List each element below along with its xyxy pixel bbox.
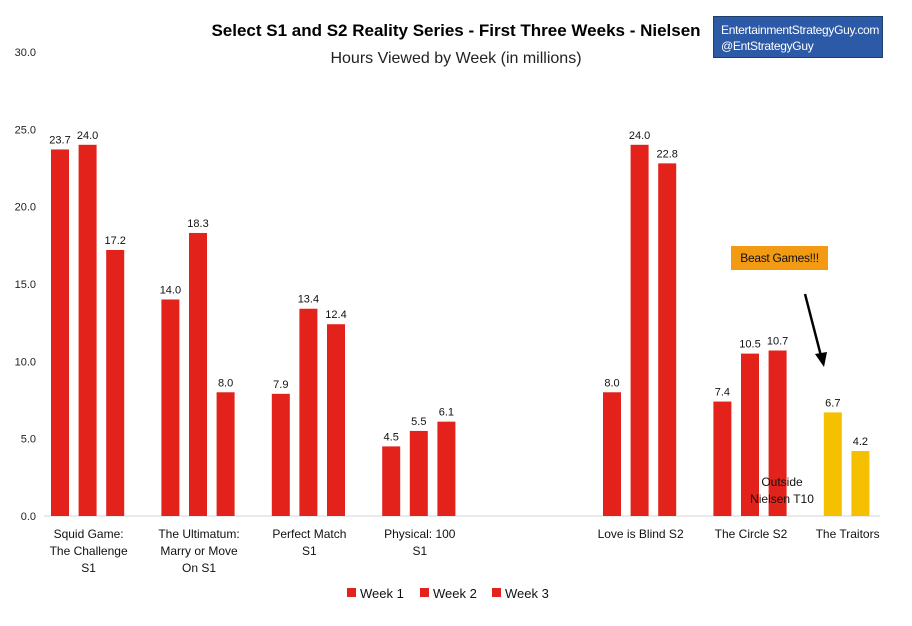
legend-swatch (347, 588, 356, 597)
data-label: 12.4 (325, 309, 346, 321)
chart-subtitle: Hours Viewed by Week (in millions) (330, 50, 581, 67)
x-category-label: S1 (81, 561, 96, 575)
data-label: 10.5 (739, 339, 760, 351)
data-label: 6.7 (825, 397, 840, 409)
data-label: 5.5 (411, 416, 426, 428)
bar (271, 393, 290, 516)
y-tick-label: 15.0 (15, 279, 36, 291)
branding-site[interactable]: EntertainmentStrategyGuy.com (721, 23, 880, 37)
bar (741, 353, 759, 516)
bar (823, 412, 842, 516)
data-label: 24.0 (629, 130, 650, 142)
y-tick-label: 30.0 (15, 47, 36, 59)
y-tick-label: 5.0 (21, 434, 36, 446)
data-label: 22.8 (656, 148, 677, 160)
x-category-label: Squid Game: (54, 527, 124, 541)
data-label: 23.7 (49, 134, 70, 146)
data-label: 14.0 (160, 284, 181, 296)
x-category-label: On S1 (182, 561, 216, 575)
data-label: 24.0 (77, 130, 98, 142)
callout-arrow-line (803, 293, 823, 357)
branding-box: EntertainmentStrategyGuy.com @EntStrateg… (713, 16, 883, 58)
x-category-label: The Traitors (816, 527, 880, 541)
legend-label: Week 2 (433, 586, 477, 601)
data-label: 7.9 (273, 379, 288, 391)
bar (768, 350, 787, 516)
data-label: 13.4 (298, 294, 319, 306)
legend-label: Week 3 (505, 586, 549, 601)
bar (161, 299, 180, 516)
bar (851, 451, 870, 516)
x-category-label: Physical: 100 (384, 527, 456, 541)
x-category-label: S1 (412, 544, 427, 558)
y-tick-label: 25.0 (15, 124, 36, 136)
data-label: 17.2 (104, 235, 125, 247)
bar (78, 144, 97, 517)
x-category-label: Perfect Match (272, 527, 346, 541)
bar (437, 421, 456, 516)
x-category-label: Love is Blind S2 (598, 527, 684, 541)
data-label: 4.5 (384, 431, 399, 443)
data-label: 18.3 (187, 218, 208, 230)
data-label: 8.0 (218, 377, 233, 389)
legend-swatch (492, 588, 501, 597)
beast-games-callout: Beast Games!!! (731, 246, 828, 270)
x-category-label: S1 (302, 544, 317, 558)
x-category-label: Marry or Move (160, 544, 238, 558)
outside-nielsen-note: Outside Nielsen T10 (750, 475, 814, 506)
bar (189, 232, 207, 516)
bar (603, 392, 621, 516)
data-label: 8.0 (604, 377, 619, 389)
bar (299, 308, 318, 516)
y-tick-label: 10.0 (15, 356, 36, 368)
callout-arrowhead (815, 352, 827, 367)
data-label: 10.7 (767, 336, 788, 348)
x-category-label: The Ultimatum: (158, 527, 239, 541)
chart-title: Select S1 and S2 Reality Series - First … (211, 21, 700, 40)
y-tick-label: 0.0 (21, 511, 36, 523)
bar (327, 324, 345, 516)
bar (51, 149, 69, 516)
legend-label: Week 1 (360, 586, 404, 601)
bar (658, 163, 677, 517)
data-label: 6.1 (439, 407, 454, 419)
bar (106, 249, 125, 516)
data-label: 7.4 (715, 387, 730, 399)
bar (630, 144, 649, 517)
branding-handle[interactable]: @EntStrategyGuy (721, 39, 814, 53)
bar (382, 446, 401, 516)
bar (713, 401, 732, 516)
bar (409, 430, 428, 516)
bar (216, 392, 235, 516)
y-tick-label: 20.0 (15, 202, 36, 214)
x-category-label: The Challenge (50, 544, 128, 558)
legend-swatch (420, 588, 429, 597)
x-category-label: The Circle S2 (715, 527, 788, 541)
data-label: 4.2 (853, 436, 868, 448)
